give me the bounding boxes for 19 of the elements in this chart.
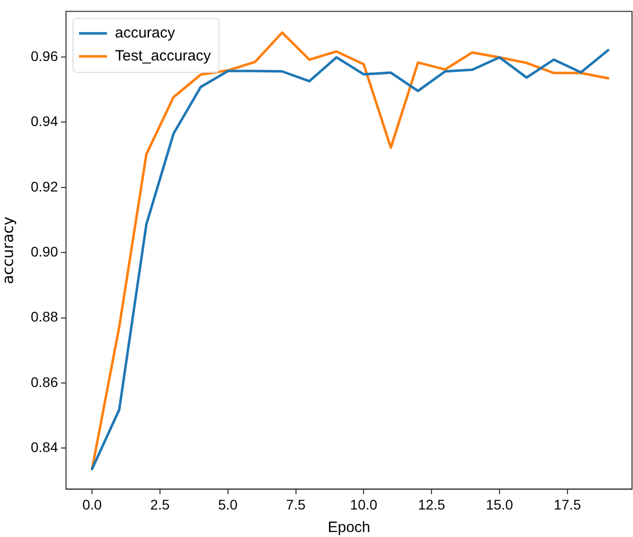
x-tick-label: 5.0 (218, 496, 238, 512)
y-tick-label: 0.94 (30, 113, 58, 130)
y-tick-label: 0.88 (30, 308, 58, 325)
x-tick-label: 2.5 (150, 496, 170, 512)
y-tick-label: 0.86 (30, 374, 58, 390)
x-tick-label: 12.5 (418, 496, 446, 512)
x-axis-title: Epoch (328, 519, 370, 536)
x-tick-label: 7.5 (286, 496, 306, 512)
y-tick-label: 0.92 (30, 178, 58, 194)
y-tick-label: 0.84 (30, 438, 58, 455)
legend-label: accuracy (115, 24, 176, 42)
x-tick-label: 15.0 (486, 496, 514, 512)
x-tick-label: 0.0 (82, 496, 102, 512)
legend-label: Test_accuracy (115, 48, 212, 65)
x-tick-label: 17.5 (554, 496, 582, 512)
y-tick-label: 0.90 (30, 243, 58, 260)
y-axis-title: accuracy (0, 216, 17, 284)
x-tick-label: 10.0 (350, 496, 378, 512)
y-tick-label: 0.96 (30, 48, 58, 64)
